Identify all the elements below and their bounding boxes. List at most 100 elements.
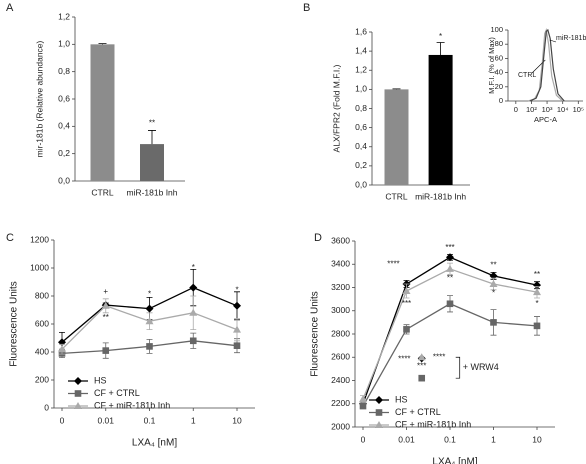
y-tick-label: 0,2: [355, 160, 367, 170]
y-tick-label: 2800: [331, 328, 350, 338]
marker: [145, 317, 154, 325]
error-bar: [436, 42, 445, 55]
marker: [146, 343, 153, 350]
marker: [145, 304, 154, 313]
panel: C 0 200 400 600 800 1000 1200 0 0.01 0.1 1 10 Fluores…: [6, 232, 255, 449]
x-tick-label: 0.01: [398, 434, 415, 444]
y-tick-label: 3000: [331, 305, 350, 315]
marker: [233, 325, 241, 333]
marker: [189, 308, 198, 316]
legend-label: CF + miR-181b Inh: [94, 400, 170, 410]
x-tick-label: miR-181b Inh: [415, 191, 466, 201]
y-tick-label: 0,2: [58, 148, 70, 158]
series-label: miR-181b Inh: [556, 35, 586, 42]
y-tick-label: 3400: [331, 259, 350, 269]
y-tick-label: 1,2: [355, 65, 367, 75]
annotation: **: [149, 119, 155, 128]
error-bar: [98, 43, 107, 45]
marker: [359, 395, 367, 403]
annotation: *: [492, 288, 495, 297]
y-axis-label: Fluorescence Units: [310, 291, 321, 377]
annotation: ****: [433, 352, 445, 361]
marker: [102, 347, 110, 354]
y-tick-label: 0,8: [355, 103, 367, 113]
panel-letter: D: [314, 232, 322, 244]
series-line: [528, 27, 564, 102]
bracket: [455, 356, 461, 379]
y-tick-label: 1,4: [355, 45, 367, 55]
marker: [375, 421, 383, 428]
marker: [375, 409, 383, 416]
x-axis-label: LXA₄ [nM]: [432, 457, 477, 464]
annotation: *: [192, 263, 195, 272]
legend-label: CF + CTRL: [94, 388, 140, 398]
x-tick-label: CTRL: [385, 191, 407, 201]
marker: [417, 353, 426, 361]
y-tick-label: 0: [44, 402, 49, 412]
y-tick-label: 3200: [331, 282, 350, 292]
legend-label: CF + CTRL: [395, 407, 441, 417]
bar: [384, 89, 409, 185]
legend-label: CF + miR-181b Inh: [395, 419, 471, 429]
x-tick-label: 10³: [542, 105, 553, 114]
y-tick-label: 0,4: [58, 121, 70, 131]
series-line: [362, 303, 538, 407]
series-line: [362, 268, 538, 400]
x-tick-label: 10⁵: [573, 105, 584, 114]
x-tick-label: miR-181b Inh: [126, 187, 177, 197]
annotation: *: [535, 299, 538, 308]
y-tick-label: 2000: [331, 421, 350, 431]
y-tick-label: 2600: [331, 352, 350, 362]
marker: [446, 300, 454, 308]
y-tick-label: 1,6: [355, 26, 367, 36]
marker: [189, 283, 198, 292]
y-axis-label: Fluorescence Units: [9, 281, 20, 367]
y-tick-label: 2400: [331, 375, 350, 385]
x-axis-label: LXA₄ [nM]: [132, 438, 177, 449]
y-tick-label: 20: [495, 82, 503, 91]
x-axis-label: APC-A: [534, 115, 557, 124]
marker: [403, 326, 410, 333]
marker: [233, 301, 241, 310]
y-tick-label: 1,0: [355, 84, 367, 94]
y-tick-label: 800: [35, 290, 49, 300]
legend-label: HS: [395, 394, 408, 404]
x-tick-label: 0.1: [144, 415, 156, 425]
y-tick-label: 0,8: [58, 66, 70, 76]
marker: [58, 345, 66, 353]
marker: [402, 286, 411, 294]
y-tick-label: 60: [495, 53, 503, 62]
label-arrow: [549, 39, 557, 43]
bar: [140, 144, 164, 181]
x-tick-label: CTRL: [91, 187, 113, 197]
annotation: *: [148, 290, 151, 299]
x-tick-label: 0: [514, 105, 518, 114]
y-tick-label: 0,6: [58, 93, 70, 103]
y-tick-label: 40: [495, 68, 503, 77]
marker: [533, 281, 541, 290]
x-tick-label: 1: [191, 415, 196, 425]
x-tick-label: 10: [532, 434, 542, 444]
error-bar: [148, 130, 156, 145]
y-tick-label: 0: [499, 96, 503, 105]
annotation: ***: [402, 299, 411, 308]
annotation: **: [534, 270, 540, 279]
marker: [446, 264, 454, 272]
x-tick-label: 0.1: [444, 434, 456, 444]
marker: [233, 342, 241, 349]
series-label: CTRL: [518, 72, 536, 79]
y-tick-label: 0,0: [355, 179, 367, 189]
marker: [533, 322, 541, 330]
y-tick-label: 1000: [30, 262, 49, 272]
y-axis-label: ALX/FPR2 (Fold M.F.I.): [331, 64, 341, 152]
marker: [74, 402, 82, 409]
annotation: ****: [387, 259, 399, 268]
panel-letter: C: [6, 232, 14, 244]
y-axis-label: mir-181b (Relative abundance): [34, 40, 44, 157]
annotation: *: [439, 32, 442, 41]
marker: [446, 253, 454, 262]
marker: [489, 280, 498, 288]
y-tick-label: 1,0: [58, 39, 70, 49]
marker: [189, 337, 197, 345]
